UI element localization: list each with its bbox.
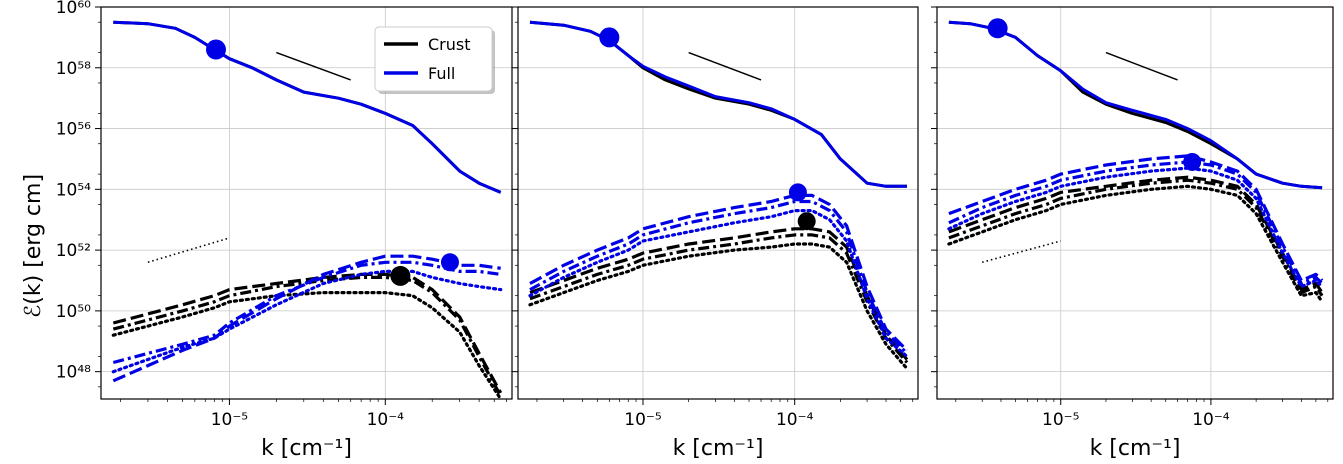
x-axis-label: k [cm⁻¹]	[1090, 436, 1181, 461]
peak-marker	[987, 18, 1008, 39]
peak-marker	[797, 212, 816, 231]
plot-area	[528, 20, 909, 371]
series-line-dotted	[111, 269, 503, 374]
x-tick-label: 10⁻⁴	[1192, 410, 1230, 430]
axes-frame	[936, 6, 1334, 400]
series-line-dotted	[528, 242, 909, 371]
peak-marker	[788, 183, 807, 202]
panel-1: 10⁻⁵ 10⁻⁴ 10⁴⁸ 10⁵⁰ 10⁵² 10⁵⁴ 10⁵⁶ 10⁵⁸ 10⁶⁰ k [c…	[56, 0, 513, 461]
plot-area	[947, 18, 1324, 304]
series-line-dashed	[948, 154, 1324, 283]
series-line-dotted	[947, 184, 1324, 304]
axes-frame	[517, 6, 919, 400]
legend-label: Crust	[428, 35, 471, 54]
series-line-dashdot	[529, 233, 909, 364]
series-line-dashed	[529, 193, 909, 352]
reference-slope-line	[688, 51, 762, 81]
series-line-dotted	[528, 209, 909, 359]
x-tick-label: 10⁻⁵	[211, 410, 248, 430]
y-tick-label: 10⁵⁶	[56, 120, 91, 140]
series-line-dashed	[112, 272, 503, 394]
peak-marker	[599, 27, 620, 48]
series-line-solid	[948, 20, 1323, 190]
grid	[518, 6, 918, 399]
panels: 10⁻⁵ 10⁻⁴ 10⁴⁸ 10⁵⁰ 10⁵² 10⁵⁴ 10⁵⁶ 10⁵⁸ 10⁶⁰ k [c…	[56, 0, 1334, 461]
panel-3: 10⁻⁵ 10⁻⁴ k [cm⁻¹]	[931, 6, 1334, 461]
panel-2: 10⁻⁵ 10⁻⁴ k [cm⁻¹]	[512, 6, 919, 461]
peak-marker	[205, 39, 226, 60]
series-line-dotted	[111, 291, 503, 399]
x-tick-label: 10⁻⁵	[624, 410, 661, 430]
x-tick-label: 10⁻⁵	[1042, 410, 1079, 430]
series-line-solid	[529, 20, 907, 188]
reference-slope-line	[147, 237, 230, 264]
y-tick-label: 10⁵⁴	[56, 180, 91, 200]
x-axis-label: k [cm⁻¹]	[673, 436, 764, 461]
y-tick-label: 10⁵²	[56, 241, 91, 261]
y-tick-label: 10⁵⁰	[56, 302, 91, 322]
series-line-solid	[113, 20, 502, 194]
plot-area	[111, 20, 503, 399]
peak-marker	[440, 253, 459, 272]
axes-frame	[100, 6, 513, 400]
x-tick-label: 10⁻⁴	[776, 410, 814, 430]
peak-marker	[390, 265, 411, 286]
reference-slope-line	[276, 51, 351, 81]
peak-marker	[1183, 152, 1202, 171]
reference-slope-line	[1105, 51, 1178, 81]
y-tick-label: 10⁴⁸	[56, 363, 91, 383]
grid	[937, 6, 1333, 399]
y-tick-label: 10⁶⁰	[56, 0, 91, 18]
x-tick-label: 10⁻⁴	[367, 410, 405, 430]
x-axis-label: k [cm⁻¹]	[261, 436, 352, 461]
series-line-dashdot	[948, 178, 1324, 297]
y-tick-label: 10⁵⁸	[56, 59, 91, 79]
reference-slope-line	[981, 240, 1061, 264]
series-line-solid	[529, 20, 907, 188]
series-line-solid	[948, 20, 1323, 190]
legend: Crust Full	[374, 26, 495, 94]
series-line-dashdot	[112, 260, 501, 365]
y-axis-label: ℰ(k) [erg cm]	[21, 174, 46, 318]
legend-label: Full	[428, 64, 455, 83]
